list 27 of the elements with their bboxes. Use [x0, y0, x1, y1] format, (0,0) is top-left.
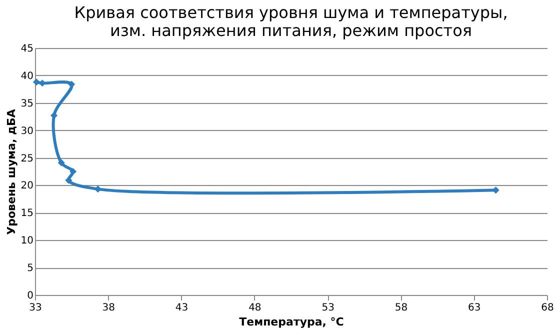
- x-tick-label: 33: [29, 302, 42, 314]
- x-tick-label: 38: [102, 302, 116, 314]
- x-tick-label: 48: [248, 302, 262, 314]
- y-tick-label: 0: [27, 290, 34, 302]
- y-tick-label: 35: [20, 98, 34, 110]
- x-tick-label: 43: [175, 302, 188, 314]
- y-tick-label: 40: [20, 70, 34, 82]
- x-tick-label: 63: [468, 302, 481, 314]
- point: [70, 168, 77, 176]
- y-axis-title: Уровень шума, дБА: [4, 108, 18, 235]
- x-tick-label: 58: [394, 302, 408, 314]
- y-tick-label: 5: [27, 263, 34, 274]
- x-axis-title: Температура, °C: [239, 316, 344, 328]
- y-tick-label: 15: [20, 208, 34, 220]
- point: [38, 80, 46, 87]
- x-tick-label: 68: [541, 302, 554, 314]
- point: [94, 186, 102, 193]
- point: [58, 159, 65, 166]
- point: [32, 78, 40, 86]
- y-tick-label: 20: [20, 180, 34, 192]
- y-tick-label: 10: [20, 236, 34, 247]
- y-tick-label: 45: [20, 44, 34, 54]
- chart-title: Кривая соответствия уровня шума и температуры, изм. напряжения питания, режим простоя: [74, 3, 508, 40]
- point: [65, 176, 72, 184]
- x-tick-label: 53: [322, 302, 334, 314]
- y-tick-label: 25: [20, 153, 34, 164]
- y-tick-label: 30: [20, 126, 34, 137]
